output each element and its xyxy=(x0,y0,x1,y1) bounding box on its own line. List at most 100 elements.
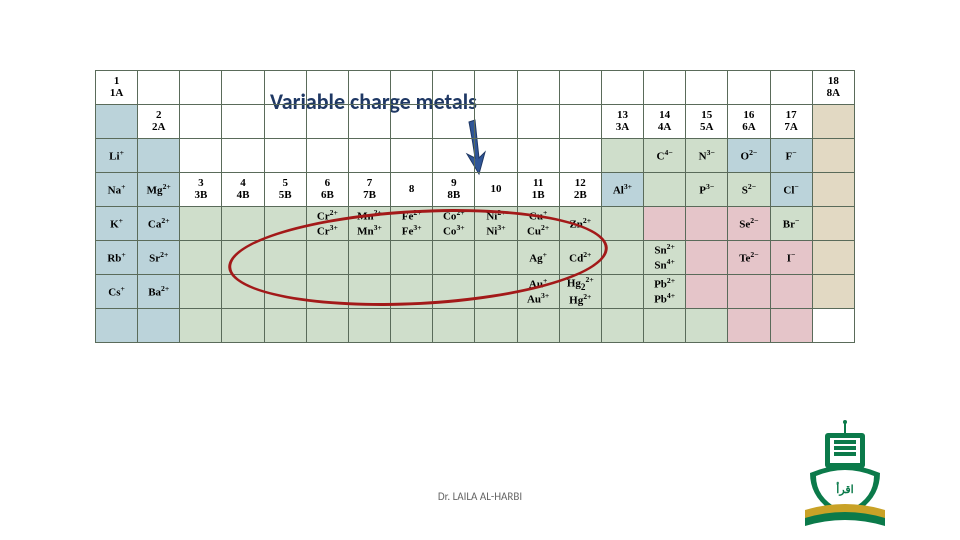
element-cell: Mg2+ xyxy=(138,173,180,207)
element-cell xyxy=(601,241,643,275)
group-header: 133A xyxy=(601,105,643,139)
element-cell xyxy=(686,275,728,309)
element-cell xyxy=(391,275,433,309)
slide: Variable charge metals 11A188A22A133A144… xyxy=(0,0,960,540)
element-cell xyxy=(601,207,643,241)
element-cell xyxy=(644,207,686,241)
group-header xyxy=(559,71,601,105)
element-cell: Au+Au3+ xyxy=(517,275,559,309)
element-cell: S2− xyxy=(728,173,770,207)
element-cell xyxy=(770,309,812,343)
element-cell xyxy=(812,207,854,241)
group-header: 155A xyxy=(686,105,728,139)
group-header xyxy=(348,71,390,105)
element-cell xyxy=(222,241,264,275)
element-cell xyxy=(433,241,475,275)
element-cell xyxy=(433,275,475,309)
group-header: 144A xyxy=(644,105,686,139)
group-header xyxy=(770,71,812,105)
element-cell: K+ xyxy=(96,207,138,241)
group-header: 55B xyxy=(264,173,306,207)
element-cell xyxy=(601,309,643,343)
group-header: 8 xyxy=(391,173,433,207)
group-header: 122B xyxy=(559,173,601,207)
group-header xyxy=(686,71,728,105)
element-cell xyxy=(180,309,222,343)
element-cell: Zn2+ xyxy=(559,207,601,241)
element-cell: Cr2+Cr3+ xyxy=(306,207,348,241)
element-cell xyxy=(812,275,854,309)
group-header: 10 xyxy=(475,173,517,207)
group-header: 66B xyxy=(306,173,348,207)
element-cell: N3− xyxy=(686,139,728,173)
element-cell xyxy=(264,207,306,241)
element-cell xyxy=(264,241,306,275)
group-header xyxy=(391,71,433,105)
element-cell: Mn2+Mn3+ xyxy=(348,207,390,241)
element-cell: Cl− xyxy=(770,173,812,207)
element-cell: Ni2+Ni3+ xyxy=(475,207,517,241)
element-cell xyxy=(306,309,348,343)
group-header: 44B xyxy=(222,173,264,207)
element-cell xyxy=(348,275,390,309)
group-header: 22A xyxy=(138,105,180,139)
group-header xyxy=(475,71,517,105)
group-header: 166A xyxy=(728,105,770,139)
element-cell xyxy=(559,309,601,343)
element-cell xyxy=(517,309,559,343)
group-header xyxy=(644,71,686,105)
svg-text:اقرأ: اقرأ xyxy=(836,482,853,496)
element-cell: Te2− xyxy=(728,241,770,275)
group-header xyxy=(517,71,559,105)
element-cell: Al3+ xyxy=(601,173,643,207)
element-cell: Cd2+ xyxy=(559,241,601,275)
element-cell: Fe2+Fe3+ xyxy=(391,207,433,241)
group-header: 177A xyxy=(770,105,812,139)
element-cell: Se2− xyxy=(728,207,770,241)
element-cell xyxy=(138,309,180,343)
group-header: 33B xyxy=(180,173,222,207)
element-cell: Pb2+Pb4+ xyxy=(644,275,686,309)
element-cell xyxy=(222,275,264,309)
element-cell xyxy=(728,309,770,343)
element-cell xyxy=(264,309,306,343)
element-cell xyxy=(686,241,728,275)
element-cell xyxy=(138,139,180,173)
element-cell: Ca2+ xyxy=(138,207,180,241)
element-cell: C4− xyxy=(644,139,686,173)
element-cell: Co2+Co3+ xyxy=(433,207,475,241)
periodic-table: 11A 188A 22A 133A144A155A166A177A Li+ C4−N3−O… xyxy=(95,70,855,343)
element-cell: Li+ xyxy=(96,139,138,173)
element-cell xyxy=(475,275,517,309)
element-cell: Ba2+ xyxy=(138,275,180,309)
element-cell xyxy=(391,241,433,275)
element-cell: Cs+ xyxy=(96,275,138,309)
group-header: 188A xyxy=(812,71,854,105)
element-cell: Sr2+ xyxy=(138,241,180,275)
element-cell: O2− xyxy=(728,139,770,173)
element-cell xyxy=(348,309,390,343)
group-header xyxy=(728,71,770,105)
element-cell xyxy=(222,309,264,343)
element-cell xyxy=(180,275,222,309)
group-header xyxy=(601,71,643,105)
element-cell xyxy=(222,207,264,241)
element-cell: Hg22+Hg2+ xyxy=(559,275,601,309)
element-cell: F− xyxy=(770,139,812,173)
element-cell xyxy=(306,241,348,275)
element-cell xyxy=(812,139,854,173)
element-cell xyxy=(96,309,138,343)
element-cell: Na+ xyxy=(96,173,138,207)
element-cell xyxy=(686,309,728,343)
element-cell: I− xyxy=(770,241,812,275)
element-cell xyxy=(686,207,728,241)
element-cell xyxy=(348,241,390,275)
group-header: 11A xyxy=(96,71,138,105)
element-cell xyxy=(644,173,686,207)
group-header xyxy=(306,71,348,105)
group-header xyxy=(138,71,180,105)
element-cell: Ag+ xyxy=(517,241,559,275)
element-cell xyxy=(475,241,517,275)
element-cell: Cu+Cu2+ xyxy=(517,207,559,241)
element-cell xyxy=(306,275,348,309)
